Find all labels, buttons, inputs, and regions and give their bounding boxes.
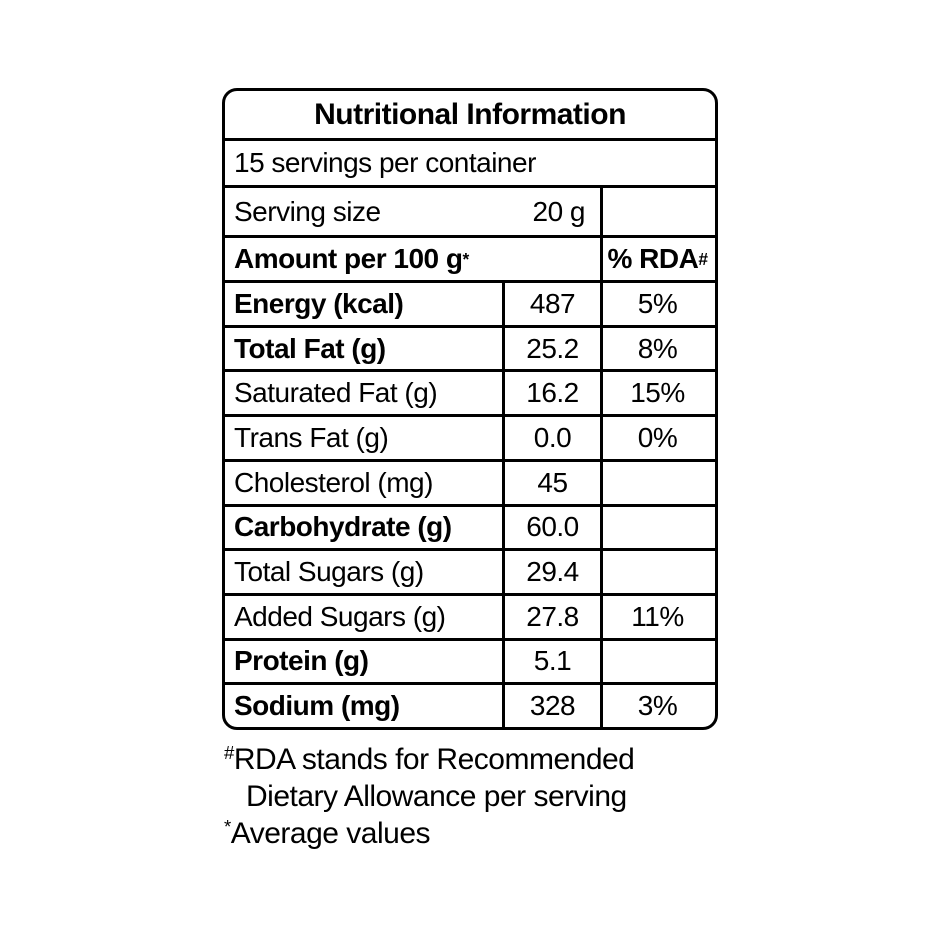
table-row: Total Fat (g) 25.2 8%	[225, 324, 715, 370]
servings-per-container-row: 15 servings per container	[225, 138, 715, 185]
footnote-rda-text2: Dietary Allowance per serving	[246, 780, 627, 813]
nutrient-rda	[600, 640, 712, 683]
footnote-rda-text1: RDA stands for Recommended	[233, 743, 635, 776]
servings-per-container: 15 servings per container	[234, 147, 536, 178]
nutrition-facts-table: Nutritional Information 15 servings per …	[222, 88, 718, 730]
nutrient-name: Trans Fat (g)	[234, 421, 389, 453]
footnote-rda-line1: #RDA stands for Recommended	[224, 741, 635, 778]
table-row: Total Sugars (g) 29.4	[225, 548, 715, 593]
nutrient-name: Total Sugars (g)	[234, 556, 424, 588]
nutrient-rda: 3%	[600, 685, 712, 727]
nutrient-name: Total Fat (g)	[234, 332, 386, 364]
nutrient-rda: 5%	[600, 283, 712, 325]
rda-header: % RDA #	[600, 238, 712, 280]
amount-per-header-text: Amount per 100 g	[234, 243, 463, 274]
nutrient-rda	[600, 506, 712, 549]
nutrient-rda: 8%	[600, 327, 712, 370]
footnote-average-values: *Average values	[224, 815, 634, 852]
nutrient-amount: 487	[502, 283, 600, 325]
serving-size-rda-empty-cell	[600, 188, 712, 235]
amount-per-header: Amount per 100 g *	[234, 243, 469, 274]
footnote-average-text: Average values	[230, 817, 431, 850]
table-title-row: Nutritional Information	[225, 91, 715, 138]
table-row: Cholesterol (mg) 45	[225, 458, 715, 504]
nutrient-rda	[600, 461, 712, 504]
nutrient-name: Energy (kcal)	[234, 287, 404, 319]
nutrient-rda: 15%	[600, 372, 712, 415]
nutrient-amount: 27.8	[502, 595, 600, 638]
nutrient-amount: 328	[502, 685, 600, 727]
table-row: Energy (kcal) 487 5%	[225, 280, 715, 325]
serving-size-cell: Serving size 20 g	[225, 188, 600, 235]
nutrient-rda	[600, 551, 712, 593]
nutrient-name: Added Sugars (g)	[234, 600, 446, 632]
nutrient-name: Cholesterol (mg)	[234, 466, 433, 498]
asterisk-mark: *	[224, 815, 231, 837]
serving-size-value: 20 g	[532, 195, 586, 227]
nutrient-amount: 45	[502, 461, 600, 504]
table-row: Added Sugars (g) 27.8 11%	[225, 592, 715, 638]
nutrient-rda: 0%	[600, 417, 712, 459]
table-row: Carbohydrate (g) 60.0	[225, 503, 715, 549]
table-row: Saturated Fat (g) 16.2 15%	[225, 369, 715, 415]
footnotes: #RDA stands for Recommended Dietary Allo…	[224, 741, 635, 852]
footnote-rda-line2: Dietary Allowance per serving	[224, 778, 634, 815]
serving-size-label: Serving size	[234, 195, 381, 227]
nutrient-amount: 5.1	[502, 640, 600, 683]
nutrient-name: Protein (g)	[234, 645, 369, 677]
nutrient-amount: 25.2	[502, 327, 600, 370]
table-row: Protein (g) 5.1	[225, 637, 715, 683]
nutrient-name: Sodium (mg)	[234, 690, 400, 722]
nutrient-amount: 29.4	[502, 551, 600, 593]
column-header-row: Amount per 100 g * % RDA #	[225, 235, 715, 280]
nutrient-amount: 60.0	[502, 506, 600, 549]
nutrient-name: Carbohydrate (g)	[234, 511, 452, 543]
table-row: Sodium (mg) 328 3%	[225, 682, 715, 727]
nutrient-name: Saturated Fat (g)	[234, 377, 438, 409]
nutrient-amount: 16.2	[502, 372, 600, 415]
rda-header-text: % RDA	[607, 243, 699, 274]
table-title: Nutritional Information	[314, 97, 626, 131]
nutrient-rda: 11%	[600, 595, 712, 638]
table-row: Trans Fat (g) 0.0 0%	[225, 414, 715, 459]
serving-size-row: Serving size 20 g	[225, 185, 715, 235]
nutrient-amount: 0.0	[502, 417, 600, 459]
hash-mark: #	[224, 741, 234, 763]
